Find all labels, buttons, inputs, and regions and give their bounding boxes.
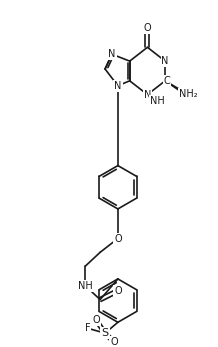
Text: N: N bbox=[108, 49, 116, 59]
Text: NH: NH bbox=[78, 281, 93, 291]
Text: F: F bbox=[85, 323, 90, 333]
Text: O: O bbox=[114, 286, 122, 296]
Text: O: O bbox=[110, 337, 118, 347]
Text: N: N bbox=[162, 56, 169, 66]
Text: NH₂: NH₂ bbox=[179, 88, 197, 99]
Text: N: N bbox=[144, 90, 151, 100]
Text: NH: NH bbox=[150, 95, 165, 105]
Text: C: C bbox=[164, 76, 170, 86]
Text: O: O bbox=[144, 23, 151, 33]
Text: N: N bbox=[114, 81, 122, 91]
Text: O: O bbox=[114, 234, 122, 244]
Text: S: S bbox=[102, 328, 109, 338]
Text: O: O bbox=[92, 315, 100, 325]
